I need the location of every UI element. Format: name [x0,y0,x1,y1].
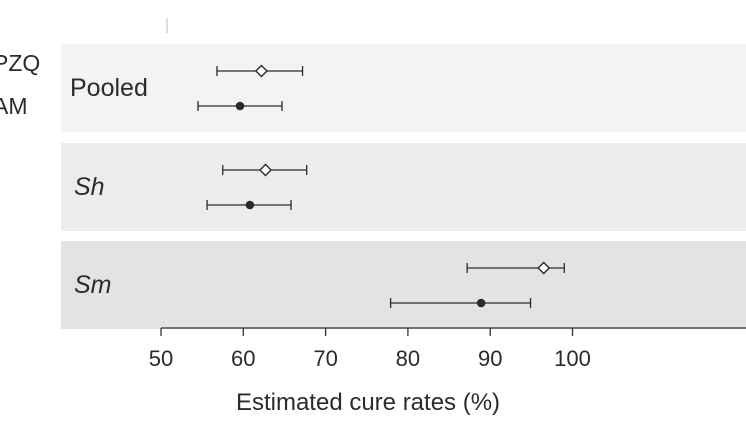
legend-am-label: AM [0,93,28,119]
x-tick-label-70: 70 [313,346,337,371]
group-band-sh [61,143,746,231]
group-band-sm [61,241,746,329]
estimate-marks [197,64,565,308]
point-sm-am [476,298,486,308]
point-sh-am [245,200,255,210]
x-tick-label-80: 80 [396,346,420,371]
x-axis-label: Estimated cure rates (%) [236,389,500,416]
group-bands: Pooled Sh Sm [61,44,746,329]
point-sm-pzq [537,261,551,275]
x-tick-label-50: 50 [149,346,173,371]
x-tick-label-60: 60 [231,346,255,371]
x-tick-label-90: 90 [478,346,502,371]
point-pooled-am [235,101,245,111]
x-axis: 50 60 70 80 90 100 [149,327,746,371]
group-label-sm: Sm [74,271,112,299]
group-label-pooled: Pooled [70,74,148,102]
group-band-pooled [61,44,746,132]
legend-pzq-label: PZQ [0,50,40,76]
group-label-sh: Sh [74,173,105,201]
x-tick-label-100: 100 [554,346,591,371]
point-pooled-pzq [254,64,268,78]
point-sh-pzq [259,163,273,177]
